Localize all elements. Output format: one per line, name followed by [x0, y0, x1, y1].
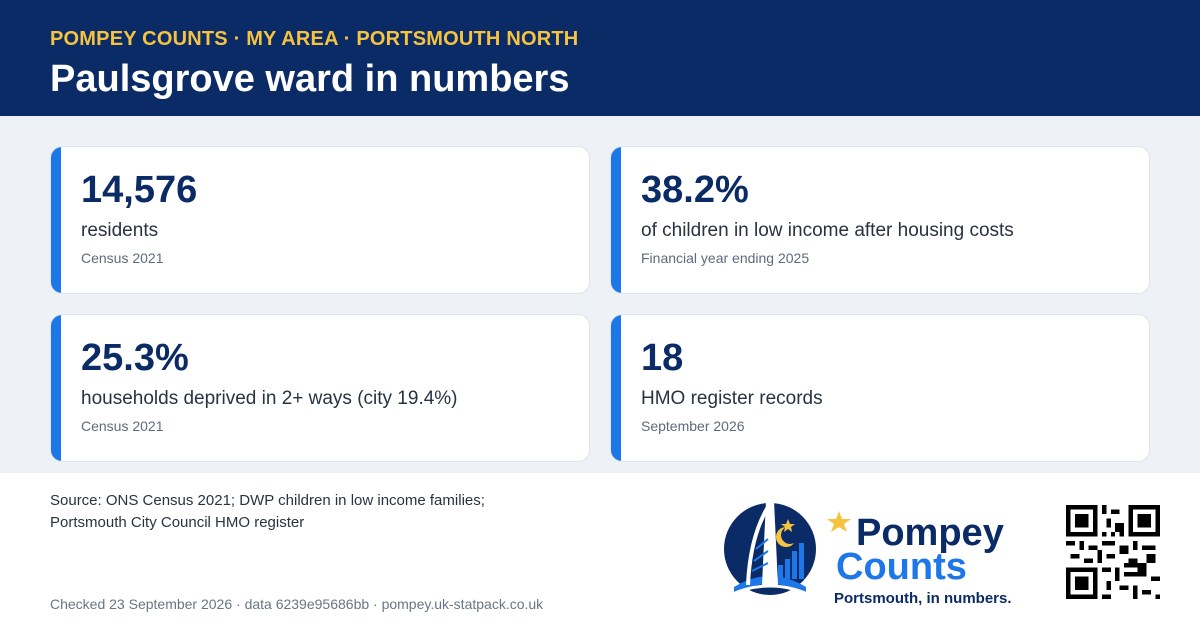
page-title: Paulsgrove ward in numbers — [50, 58, 570, 100]
stat-source: September 2026 — [641, 418, 745, 434]
stat-value: 38.2% — [641, 169, 749, 211]
checked-stamp: Checked 23 September 2026 · data 6239e95… — [50, 596, 544, 612]
stat-card-hmo: 18 HMO register records September 2026 — [610, 314, 1150, 462]
qr-code[interactable] — [1066, 505, 1160, 599]
pompey-counts-logo: Pompey Counts Portsmouth, in numbers. — [724, 495, 1012, 607]
stat-source: Financial year ending 2025 — [641, 250, 810, 266]
card-accent-bar — [51, 147, 61, 293]
logo-tagline: Portsmouth, in numbers. — [834, 590, 1012, 607]
stat-label: HMO register records — [641, 388, 823, 409]
stat-value: 14,576 — [81, 169, 198, 211]
stat-value: 25.3% — [81, 337, 189, 379]
card-accent-bar — [611, 315, 621, 461]
logo-word-counts: Counts — [836, 546, 967, 588]
stat-label: of children in low income after housing … — [641, 220, 1014, 241]
source-note-line-1: Source: ONS Census 2021; DWP children in… — [50, 492, 485, 509]
stat-value: 18 — [641, 337, 684, 379]
header-banner: POMPEY COUNTS · MY AREA · PORTSMOUTH NOR… — [0, 0, 1200, 116]
stat-label: residents — [81, 220, 159, 241]
footer: Source: ONS Census 2021; DWP children in… — [0, 473, 1200, 630]
stat-card-deprivation: 25.3% households deprived in 2+ ways (ci… — [50, 314, 590, 462]
source-note-line-2: Portsmouth City Council HMO register — [50, 514, 305, 531]
card-accent-bar — [611, 147, 621, 293]
stat-card-child-poverty: 38.2% of children in low income after ho… — [610, 146, 1150, 294]
stat-source: Census 2021 — [81, 250, 164, 266]
breadcrumb-kicker: POMPEY COUNTS · MY AREA · PORTSMOUTH NOR… — [50, 28, 579, 50]
stat-source: Census 2021 — [81, 418, 164, 434]
card-accent-bar — [51, 315, 61, 461]
stat-label: households deprived in 2+ ways (city 19.… — [81, 388, 458, 409]
stat-card-residents: 14,576 residents Census 2021 — [50, 146, 590, 294]
logo-word-pompey: Pompey — [856, 512, 1004, 554]
